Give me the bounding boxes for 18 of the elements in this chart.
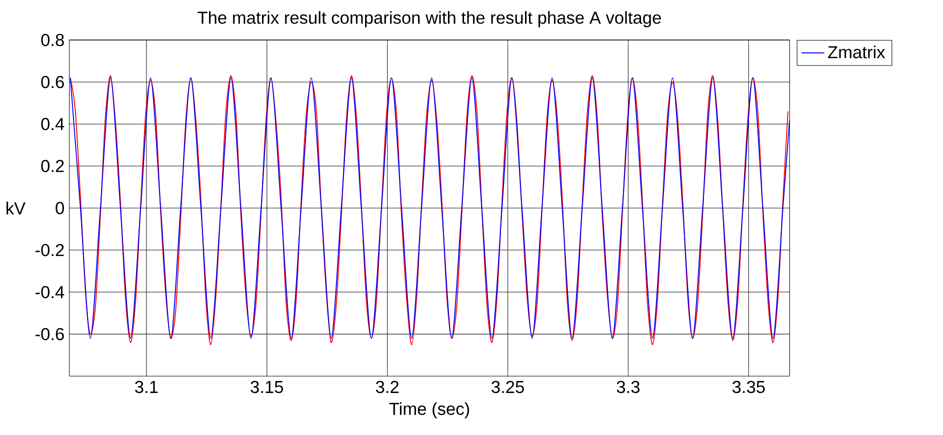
- x-tick-label: 3.2: [376, 380, 399, 394]
- legend-label: Zmatrix: [828, 46, 886, 58]
- x-tick-label: 3.25: [492, 380, 524, 394]
- y-tick-label: -0.4: [36, 286, 64, 298]
- x-tick-label: 3.15: [250, 380, 284, 394]
- y-axis-title: kV: [6, 202, 26, 214]
- y-tick-label: -0.6: [36, 328, 64, 340]
- x-tick-label: 3.1: [135, 380, 158, 394]
- y-tick-label: 0.4: [41, 118, 64, 130]
- y-tick-label: 0.6: [41, 76, 64, 88]
- y-tick-label: 0.2: [41, 160, 64, 172]
- x-tick-label: 3.3: [616, 380, 640, 394]
- chart-title: The matrix result comparison with the result phase A voltage: [198, 11, 661, 28]
- y-tick-label: -0.2: [36, 244, 64, 256]
- y-tick-label: 0.8: [41, 34, 64, 46]
- y-tick-label: 0: [56, 202, 64, 214]
- x-axis-title: Time (sec): [389, 402, 470, 419]
- x-tick-label: 3.35: [732, 380, 765, 394]
